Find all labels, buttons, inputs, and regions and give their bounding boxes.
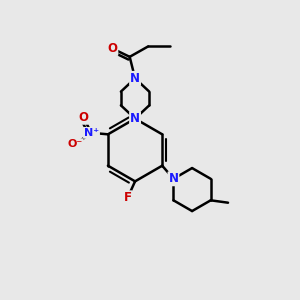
Text: N: N — [169, 172, 178, 185]
Text: O: O — [107, 42, 117, 55]
Text: N⁺: N⁺ — [84, 128, 99, 138]
Text: N: N — [130, 72, 140, 85]
Text: O: O — [78, 111, 88, 124]
Text: N: N — [130, 112, 140, 125]
Text: O⁻: O⁻ — [68, 139, 83, 149]
Text: F: F — [124, 191, 132, 204]
